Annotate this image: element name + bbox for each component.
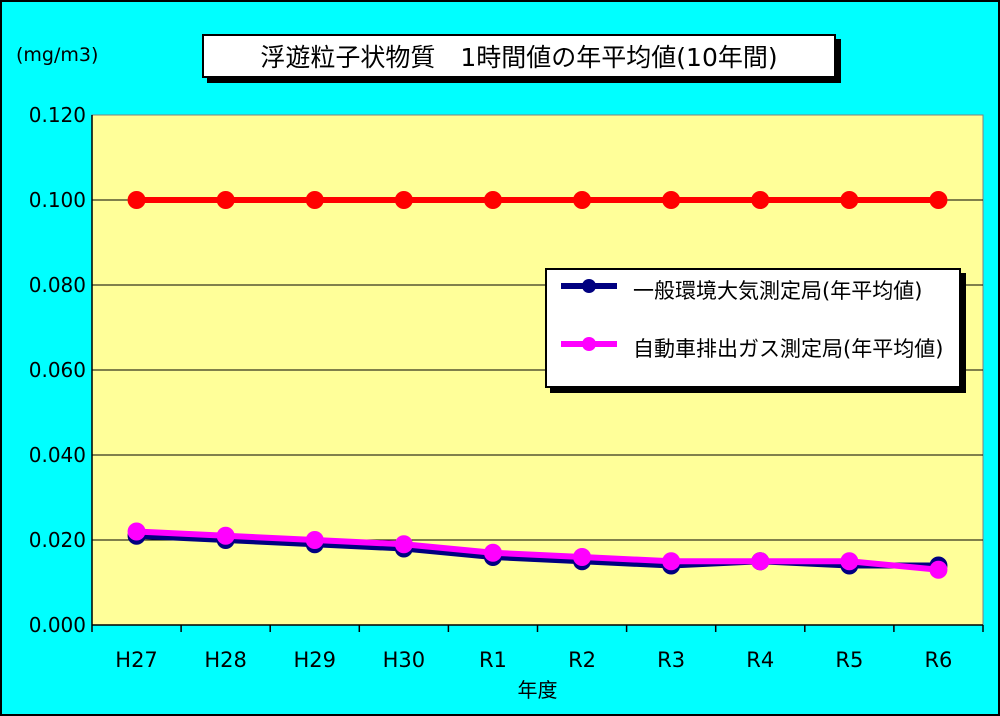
legend-item-roadside: 自動車排出ガス測定局(年平均値) [547, 330, 959, 386]
x-tick-label: R4 [746, 648, 774, 672]
y-tick-label: 0.100 [29, 188, 86, 212]
y-tick-label: 0.120 [29, 103, 86, 127]
x-tick-label: H27 [115, 648, 158, 672]
series-roadside-point [929, 560, 948, 579]
x-tick-label: R3 [657, 648, 685, 672]
series-limit-point [929, 191, 948, 209]
x-tick-label: H28 [204, 648, 247, 672]
x-tick-label: R1 [479, 648, 507, 672]
x-tick-label: R6 [924, 648, 952, 672]
series-roadside-point [751, 552, 770, 571]
x-tick-label: R5 [835, 648, 863, 672]
series-roadside-point [573, 548, 592, 566]
x-tick-label: R2 [568, 648, 596, 672]
series-limit-point [394, 191, 413, 209]
series-limit-point [840, 191, 859, 209]
series-limit-point [127, 191, 146, 209]
series-roadside-point [483, 543, 502, 562]
y-tick-label: 0.080 [29, 273, 86, 297]
series-roadside-point [394, 535, 413, 554]
series-roadside-point [216, 526, 235, 545]
legend-swatch-roadside [561, 337, 617, 351]
series-limit-point [573, 191, 592, 209]
series-limit-point [216, 191, 235, 209]
series-limit-point [662, 191, 681, 209]
legend-item-general: 一般環境大気測定局(年平均値) [547, 272, 959, 328]
legend-swatch-general [561, 279, 617, 293]
y-tick-label: 0.020 [29, 528, 86, 552]
legend-label-roadside: 自動車排出ガス測定局(年平均値) [633, 337, 944, 361]
y-axis-unit-label: (mg/m3) [16, 44, 99, 66]
legend: 一般環境大気測定局(年平均値) 自動車排出ガス測定局(年平均値) [545, 268, 961, 388]
series-limit-point [483, 191, 502, 209]
x-axis-title: 年度 [518, 678, 558, 702]
series-roadside-point [127, 522, 146, 541]
series-limit-point [305, 191, 324, 209]
chart-title: 浮遊粒子状物質 1時間値の年平均値(10年間) [202, 34, 836, 78]
x-tick-label: H30 [383, 648, 426, 672]
series-limit-point [751, 191, 770, 209]
series-roadside-line [136, 528, 939, 573]
series-roadside-point [662, 552, 681, 571]
x-tick-label: H29 [293, 648, 336, 672]
series-roadside-point [840, 552, 859, 571]
legend-label-general: 一般環境大気測定局(年平均値) [633, 279, 923, 303]
series-roadside-point [305, 531, 324, 549]
y-tick-label: 0.060 [29, 358, 86, 382]
y-tick-label: 0.040 [29, 443, 86, 467]
y-tick-label: 0.000 [29, 613, 86, 637]
